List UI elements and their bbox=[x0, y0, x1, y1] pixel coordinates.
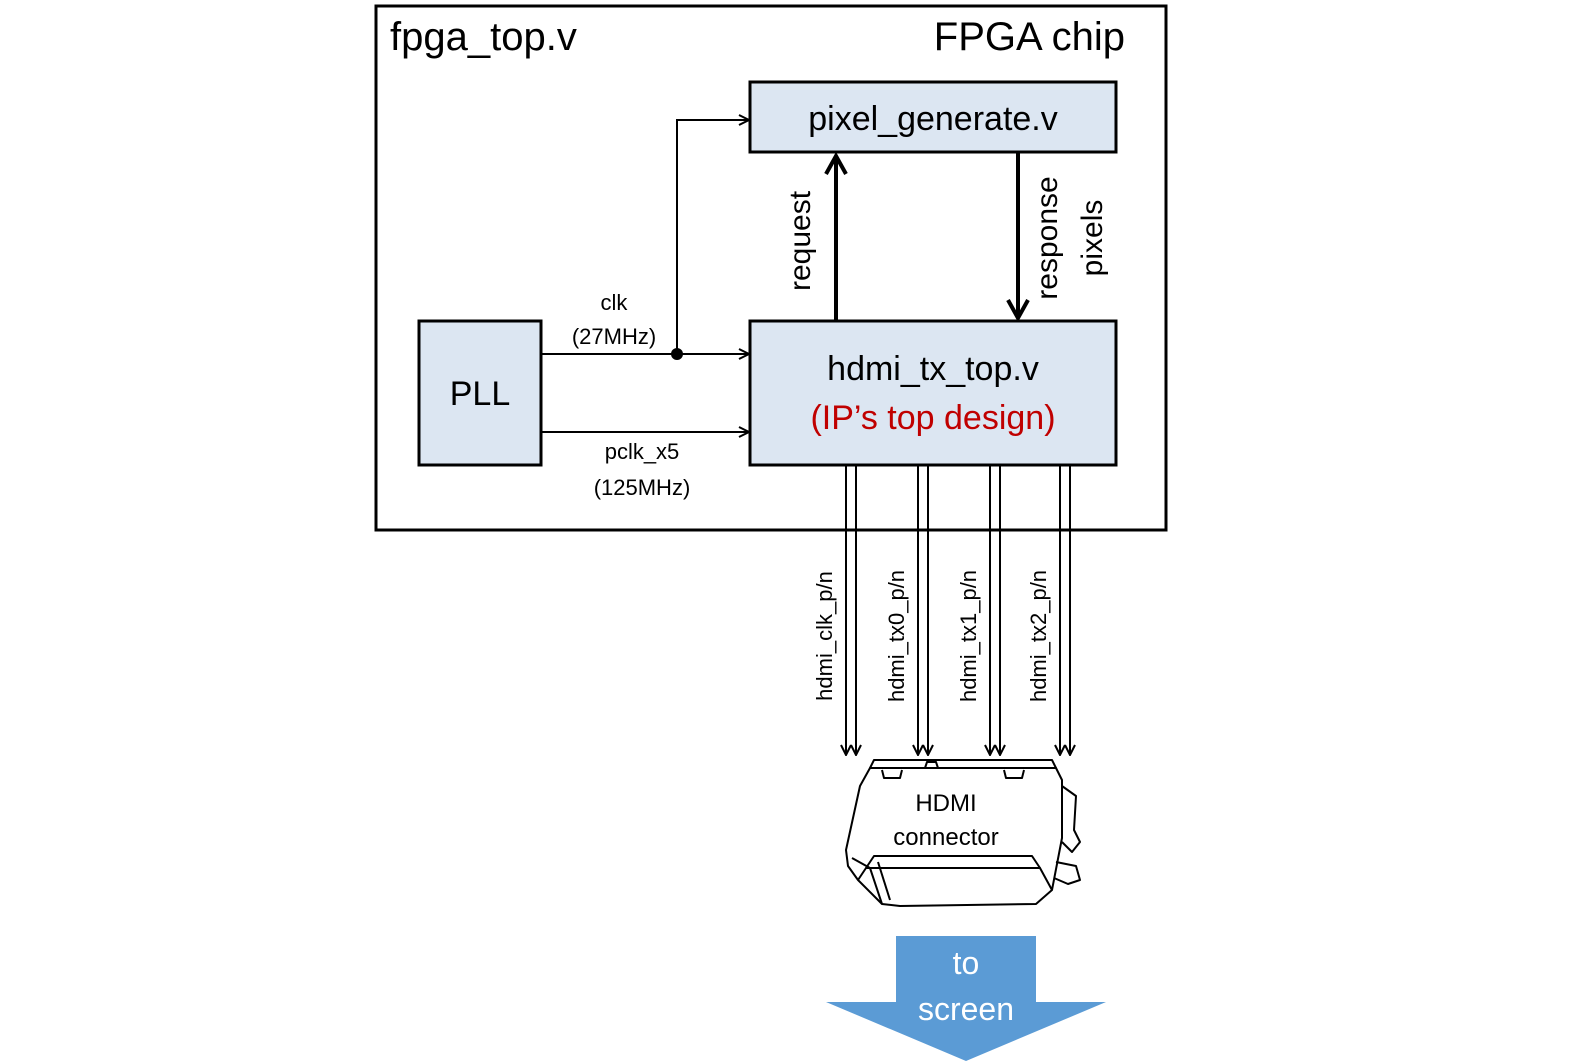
clk-freq-label: (27MHz) bbox=[572, 324, 656, 349]
hdmi-tx1-label: hdmi_tx1_p/n bbox=[956, 570, 981, 702]
hdmi-tx0-pair bbox=[918, 466, 928, 755]
to-screen-line2: screen bbox=[918, 991, 1014, 1027]
pclk-x5-freq-label: (125MHz) bbox=[594, 475, 691, 500]
pixel-generate-block bbox=[748, 80, 1118, 154]
clk-junction-dot bbox=[671, 348, 683, 360]
hdmi-tx0-label: hdmi_tx0_p/n bbox=[884, 570, 909, 702]
fpga-chip-frame bbox=[374, 4, 1168, 532]
pll-label: PLL bbox=[450, 375, 511, 413]
hdmi-connector-drawing bbox=[845, 759, 1081, 907]
pixels-label: pixels bbox=[1076, 200, 1109, 277]
to-screen-arrow bbox=[826, 936, 1106, 1061]
hdmi-clk-pair bbox=[846, 466, 856, 755]
hdmi-tx-top-label: hdmi_tx_top.v bbox=[827, 350, 1039, 388]
hdmi-tx2-label: hdmi_tx2_p/n bbox=[1026, 570, 1051, 702]
clk-name-label: clk bbox=[601, 290, 629, 315]
pclk-x5-name-label: pclk_x5 bbox=[605, 439, 680, 464]
pixel-generate-label: pixel_generate.v bbox=[808, 100, 1058, 138]
hdmi-connector-label-line1: HDMI bbox=[915, 790, 976, 817]
clk-branch-wire bbox=[676, 120, 749, 354]
request-label: request bbox=[784, 190, 817, 291]
hdmi-tx-top-note: (IP’s top design) bbox=[810, 399, 1055, 437]
hdmi-clk-label: hdmi_clk_p/n bbox=[812, 571, 837, 701]
to-screen-line1: to bbox=[953, 945, 980, 981]
fpga-top-title: fpga_top.v bbox=[390, 15, 577, 59]
response-label: response bbox=[1031, 176, 1064, 299]
hdmi-tx-top-block bbox=[748, 319, 1118, 467]
fpga-chip-label: FPGA chip bbox=[934, 15, 1125, 59]
pll-block bbox=[417, 319, 543, 467]
hdmi-connector-label-line2: connector bbox=[893, 824, 998, 851]
hdmi-tx2-pair bbox=[1060, 466, 1070, 755]
hdmi-tx1-pair bbox=[990, 466, 1000, 755]
